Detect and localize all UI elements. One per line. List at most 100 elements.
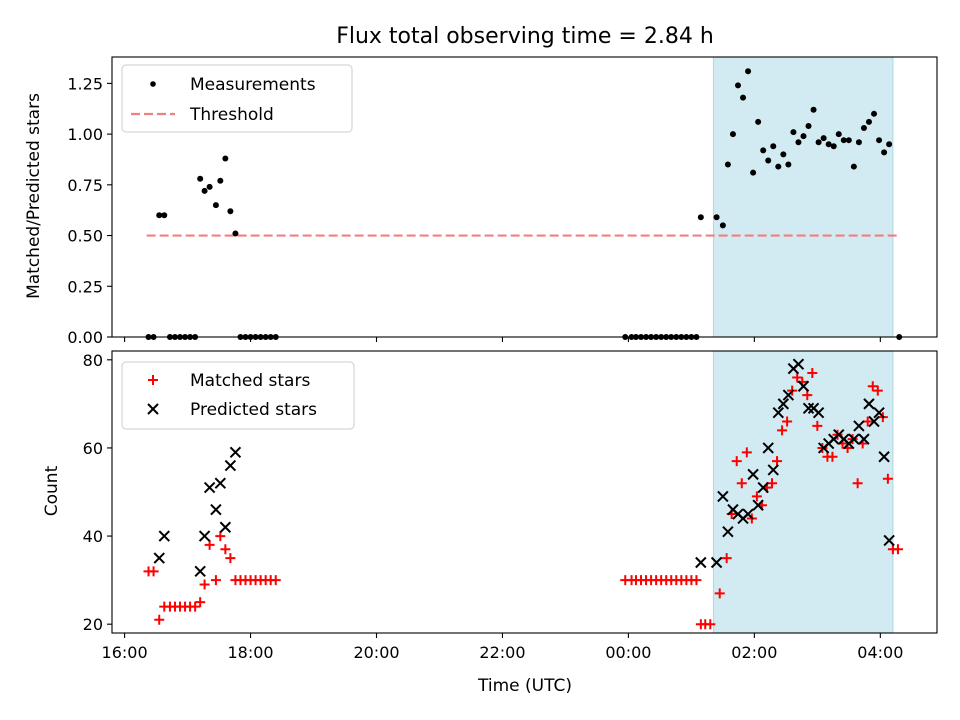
predicted-star-point	[873, 406, 885, 419]
matched-star-point	[210, 575, 221, 586]
ratio-highlight-span	[712, 56, 894, 338]
matched-star-point	[225, 553, 236, 564]
count-x-tick-label: 18:00	[227, 643, 273, 662]
ratio-highlight-layer	[712, 56, 894, 338]
matched-star-point	[190, 601, 201, 612]
legend-predicted-label: Predicted stars	[190, 400, 317, 420]
count-panel: 20 40 60 80 16:00 18:00 20:00 22:00 00:00 02:00 04…	[42, 350, 938, 696]
predicted-star-point	[863, 398, 875, 410]
measurement-point	[713, 214, 720, 221]
measurement-point	[770, 143, 777, 150]
measurement-point	[795, 139, 802, 146]
ratio-y-tick-label: 1.25	[67, 74, 103, 93]
predicted-star-point	[782, 389, 795, 401]
predicted-star-point	[858, 433, 870, 445]
predicted-star-point	[762, 442, 774, 454]
measurement-point	[820, 135, 827, 142]
matched-star-point	[204, 539, 215, 550]
measurement-point	[750, 169, 757, 176]
predicted-star-point	[777, 398, 790, 410]
count-x-tick-label: 20:00	[353, 643, 399, 662]
predicted-star-point	[883, 534, 895, 547]
measurement-point	[860, 125, 867, 132]
matched-star-point	[867, 381, 878, 392]
predicted-star-point	[853, 420, 865, 432]
count-y-tick-label: 40	[83, 527, 103, 546]
measurement-point	[865, 118, 872, 125]
measurement-point	[871, 110, 878, 117]
predicted-star-point	[848, 433, 860, 445]
measurement-point	[227, 208, 234, 215]
predicted-star-point	[219, 521, 232, 533]
matched-star-point	[705, 619, 716, 630]
measurement-point	[212, 202, 219, 209]
chart-title: Flux total observing time = 2.84 h	[336, 24, 714, 49]
predicted-star-point	[229, 446, 242, 459]
matched-star-point	[215, 531, 226, 542]
predicted-star-point	[747, 468, 759, 481]
x-axis-label: Time (UTC)	[477, 676, 572, 696]
matched-star-point	[772, 456, 783, 467]
legend-matched-marker	[148, 375, 158, 385]
ratio-legend: Measurements Threshold	[121, 64, 353, 133]
matched-star-point	[872, 385, 883, 396]
measurement-point	[697, 214, 704, 221]
count-y-tick-label: 80	[83, 351, 103, 370]
measurement-point	[815, 139, 822, 146]
measurement-point	[886, 141, 893, 148]
measurement-point	[217, 177, 224, 184]
matched-star-point	[777, 425, 788, 436]
count-highlight-layer	[712, 350, 894, 634]
matched-star-point	[195, 597, 206, 608]
measurement-point	[775, 163, 782, 170]
measurement-point	[724, 161, 731, 168]
predicted-star-point	[210, 503, 222, 516]
predicted-star-point	[812, 406, 825, 419]
count-x-tick-label: 16:00	[102, 643, 148, 662]
matched-star-point	[148, 566, 159, 577]
measurement-point	[785, 161, 792, 168]
predicted-star-point	[158, 530, 170, 542]
ratio-y-tick-label: 0.75	[67, 176, 103, 195]
predicted-star-point	[203, 481, 216, 494]
measurement-point	[881, 149, 888, 156]
measurement-point	[830, 143, 837, 150]
predicted-star-point	[792, 358, 805, 370]
ratio-y-tick-label: 0.50	[67, 227, 103, 246]
matched-star-point	[731, 456, 742, 467]
matched-star-point	[154, 614, 165, 625]
ratio-y-tick-label: 0.00	[67, 328, 103, 347]
predicted-star-point	[194, 565, 206, 578]
measurement-point	[740, 94, 747, 101]
measurement-point	[850, 163, 857, 170]
measurement-point	[197, 175, 204, 182]
predicted-star-point	[198, 530, 211, 542]
legend-threshold-label: Threshold	[189, 105, 274, 125]
predicted-star-point	[695, 556, 707, 569]
ratio-frame	[111, 56, 938, 338]
count-y-axis-label: Count	[42, 465, 62, 516]
measurement-point	[790, 129, 797, 136]
predicted-star-point	[802, 402, 815, 414]
measurement-point	[755, 118, 762, 125]
matched-star-point	[736, 478, 747, 489]
predicted-star-point	[752, 499, 764, 511]
measurement-point	[760, 147, 767, 154]
count-x-tick-label: 02:00	[731, 643, 777, 662]
ratio-axes: 0.00 0.25 0.50 0.75 1.00 1.25	[67, 56, 938, 347]
matched-star-point	[882, 473, 893, 484]
count-marks-layer	[143, 358, 903, 630]
count-legend: Matched stars Predicted stars	[121, 361, 355, 430]
ratio-panel: 0.00 0.25 0.50 0.75 1.00 1.25 Matched/Predict…	[24, 56, 938, 347]
measurement-point	[232, 230, 239, 237]
predicted-star-point	[717, 490, 729, 503]
measurement-point	[840, 137, 847, 144]
measurement-point	[729, 131, 736, 138]
ratio-y-tick-label: 0.25	[67, 277, 103, 296]
predicted-star-point	[772, 406, 785, 419]
measurement-point	[719, 222, 726, 229]
measurement-point	[800, 133, 807, 140]
measurement-point	[845, 137, 852, 144]
predicted-star-point	[797, 380, 810, 392]
count-frame	[111, 350, 938, 634]
